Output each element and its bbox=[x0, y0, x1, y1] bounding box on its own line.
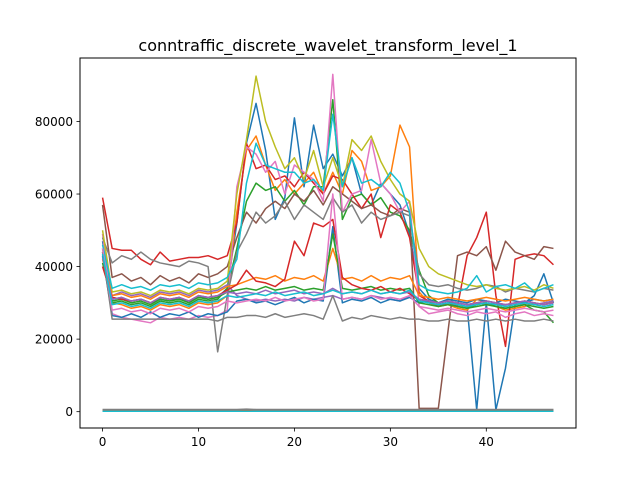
series-line-6 bbox=[101, 186, 554, 410]
y-tick-label-80000: 80000 bbox=[35, 115, 73, 129]
x-tick-label-30: 30 bbox=[383, 435, 398, 449]
plot-frame bbox=[79, 57, 577, 429]
y-tick-label-20000: 20000 bbox=[35, 333, 73, 347]
series-line-7 bbox=[101, 73, 554, 324]
series-line-17 bbox=[101, 193, 554, 315]
series-line-18 bbox=[101, 253, 554, 310]
x-tick-label-0: 0 bbox=[99, 435, 107, 449]
plot-area bbox=[101, 73, 555, 413]
series-line-8 bbox=[101, 196, 554, 353]
y-tick-label-60000: 60000 bbox=[35, 188, 73, 202]
series-line-9 bbox=[101, 75, 554, 297]
x-tick-label-40: 40 bbox=[479, 435, 494, 449]
y-tick-label-40000: 40000 bbox=[35, 260, 73, 274]
axes-layer: 0 10 20 30 40 0 20000 40000 60000 80000 bbox=[35, 115, 494, 449]
series-layer bbox=[101, 73, 555, 413]
series-line-15 bbox=[101, 257, 554, 306]
series-line-13 bbox=[101, 233, 554, 310]
series-line-4 bbox=[101, 142, 554, 348]
series-line-10 bbox=[101, 113, 554, 295]
series-line-16 bbox=[101, 251, 554, 322]
chart-title: conntraffic_discrete_wavelet_transform_l… bbox=[138, 36, 517, 56]
y-tick-label-0: 0 bbox=[65, 405, 73, 419]
x-tick-label-20: 20 bbox=[287, 435, 302, 449]
x-tick-label-10: 10 bbox=[191, 435, 206, 449]
